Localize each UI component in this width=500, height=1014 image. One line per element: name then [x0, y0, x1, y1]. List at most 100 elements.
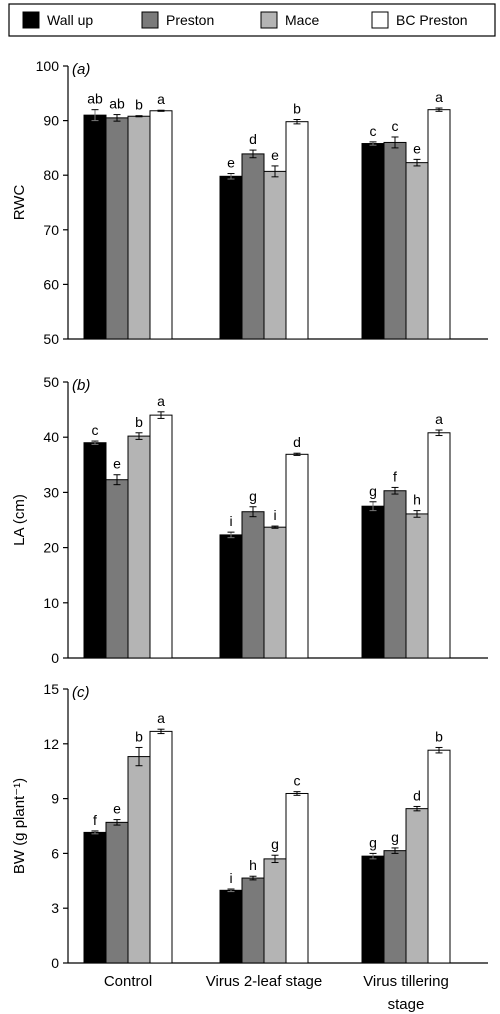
- y-tick-label: 50: [43, 331, 59, 347]
- y-tick-label: 30: [43, 484, 59, 500]
- bar: [383, 141, 407, 340]
- significance-label: g: [249, 488, 257, 504]
- y-tick-label: 40: [43, 429, 59, 445]
- significance-label: a: [435, 89, 443, 105]
- significance-label: b: [435, 728, 443, 744]
- significance-label: a: [157, 710, 165, 726]
- significance-label: g: [391, 829, 399, 845]
- y-axis-label: LA (cm): [11, 494, 28, 546]
- legend-swatch: [141, 11, 159, 29]
- significance-label: c: [392, 118, 399, 134]
- significance-label: g: [369, 483, 377, 499]
- significance-label: i: [229, 870, 232, 886]
- bar: [383, 490, 407, 659]
- bar: [263, 526, 287, 659]
- bar: [405, 162, 429, 340]
- bar: [149, 110, 173, 340]
- significance-label: e: [113, 456, 121, 472]
- legend-label: BC Preston: [396, 12, 468, 28]
- y-tick-label: 9: [51, 791, 59, 807]
- y-tick-label: 80: [43, 167, 59, 183]
- bar: [263, 170, 287, 340]
- category-label: Virus tillering: [363, 973, 449, 990]
- significance-label: e: [413, 140, 421, 156]
- legend-swatch: [371, 11, 389, 29]
- legend-box: [8, 3, 496, 37]
- legend-label: Preston: [166, 12, 214, 28]
- bar: [241, 877, 265, 964]
- bar: [83, 831, 107, 964]
- bar: [427, 749, 451, 964]
- category-label: Virus 2-leaf stage: [206, 973, 322, 990]
- bar: [127, 756, 151, 964]
- bar: [405, 513, 429, 659]
- significance-label: e: [271, 147, 279, 163]
- bar: [361, 855, 385, 964]
- y-tick-label: 3: [51, 900, 59, 916]
- significance-label: i: [273, 507, 276, 523]
- bar: [383, 850, 407, 964]
- significance-label: b: [135, 414, 143, 430]
- bar: [105, 479, 129, 659]
- y-tick-label: 12: [43, 736, 59, 752]
- significance-label: g: [369, 834, 377, 850]
- bar: [149, 414, 173, 659]
- legend-swatch: [22, 11, 40, 29]
- bar: [219, 534, 243, 659]
- bar: [105, 117, 129, 340]
- significance-label: d: [249, 131, 257, 147]
- bar: [219, 889, 243, 964]
- y-tick-label: 6: [51, 845, 59, 861]
- y-tick-label: 10: [43, 595, 59, 611]
- significance-label: i: [229, 513, 232, 529]
- significance-label: ab: [87, 91, 103, 107]
- significance-label: f: [393, 468, 397, 484]
- panel-label: (a): [72, 61, 90, 78]
- significance-label: h: [249, 857, 257, 873]
- bar: [219, 175, 243, 340]
- significance-label: f: [93, 812, 97, 828]
- significance-label: b: [135, 97, 143, 113]
- bar: [149, 730, 173, 964]
- significance-label: b: [293, 101, 301, 117]
- y-tick-label: 0: [51, 955, 59, 971]
- bar: [127, 115, 151, 340]
- y-axis-label: BW (g plant⁻¹): [11, 778, 28, 874]
- y-tick-label: 100: [36, 58, 60, 74]
- bar: [361, 143, 385, 340]
- panel-label: (b): [72, 377, 90, 394]
- y-tick-label: 0: [51, 650, 59, 666]
- bar: [427, 432, 451, 659]
- significance-label: a: [157, 393, 165, 409]
- bar: [241, 511, 265, 659]
- bar: [285, 121, 309, 340]
- y-tick-label: 90: [43, 113, 59, 129]
- panel-label: (c): [72, 684, 90, 701]
- significance-label: ab: [109, 96, 125, 112]
- bar: [427, 109, 451, 340]
- category-label: Control: [104, 973, 152, 990]
- bar: [241, 153, 265, 340]
- legend-label: Wall up: [47, 12, 93, 28]
- bar: [285, 792, 309, 964]
- significance-label: c: [294, 773, 301, 789]
- y-tick-label: 15: [43, 681, 59, 697]
- significance-label: c: [370, 123, 377, 139]
- significance-label: d: [413, 787, 421, 803]
- bar: [361, 505, 385, 659]
- legend-swatch: [260, 11, 278, 29]
- significance-label: a: [435, 411, 443, 427]
- significance-label: d: [293, 434, 301, 450]
- category-label: stage: [388, 996, 425, 1013]
- bar: [285, 453, 309, 659]
- y-tick-label: 50: [43, 374, 59, 390]
- y-tick-label: 70: [43, 222, 59, 238]
- category-axis-labels: Control Virus 2-leaf stage Virus tillering…: [104, 973, 449, 1013]
- significance-label: e: [227, 155, 235, 171]
- bar: [405, 808, 429, 964]
- significance-label: g: [271, 836, 279, 852]
